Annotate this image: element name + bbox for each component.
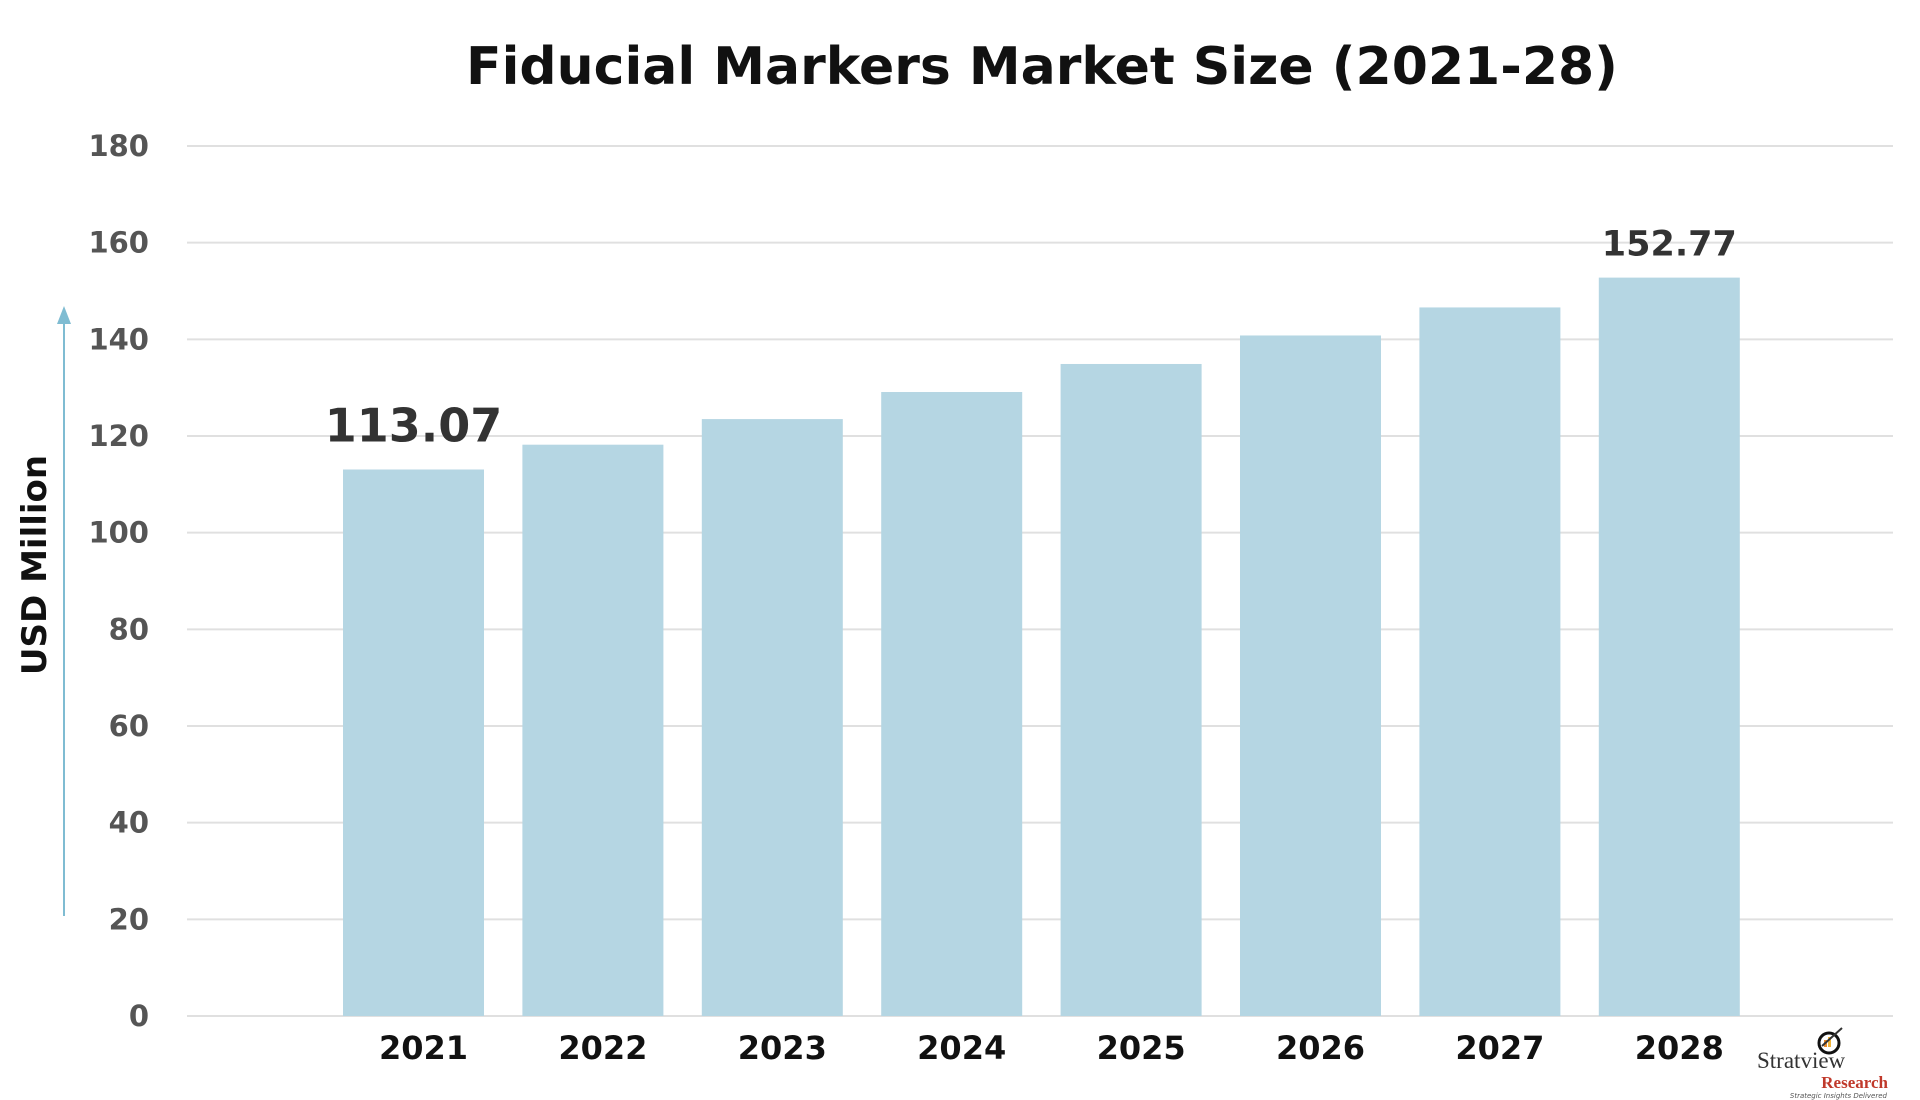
y-tick-label: 80 bbox=[109, 612, 149, 646]
x-tick-label: 2027 bbox=[1455, 1029, 1544, 1067]
bar-2022 bbox=[522, 444, 664, 1016]
data-label: 113.07 bbox=[325, 398, 503, 452]
stratview-logo: Stratview Research Strategic Insights De… bbox=[1757, 1027, 1889, 1100]
data-labels: 113.07 152.77 bbox=[325, 225, 1737, 453]
y-axis-arrow bbox=[57, 306, 71, 916]
y-axis-title: USD Million bbox=[15, 455, 55, 675]
bar-2026 bbox=[1240, 335, 1381, 1016]
x-tick-label: 2023 bbox=[738, 1029, 827, 1067]
y-tick-label: 160 bbox=[88, 226, 149, 260]
x-tick-label: 2028 bbox=[1635, 1029, 1724, 1067]
logo-name: Stratview bbox=[1757, 1048, 1846, 1073]
x-tick-label: 2021 bbox=[379, 1029, 468, 1067]
logo-tagline: Strategic Insights Delivered bbox=[1790, 1092, 1888, 1100]
x-tick-labels: 2021 2022 2023 2024 2025 2026 2027 2028 bbox=[379, 1029, 1724, 1067]
x-tick-label: 2022 bbox=[558, 1029, 647, 1067]
y-tick-label: 60 bbox=[109, 709, 149, 743]
x-tick-label: 2025 bbox=[1097, 1029, 1186, 1067]
y-tick-label: 40 bbox=[109, 806, 149, 840]
bar-2023 bbox=[701, 419, 843, 1016]
bar-2021 bbox=[343, 469, 484, 1016]
bar-2025 bbox=[1060, 363, 1202, 1016]
bar-2024 bbox=[881, 392, 1023, 1016]
logo-sub: Research bbox=[1821, 1073, 1888, 1092]
y-tick-label: 100 bbox=[88, 516, 149, 550]
y-tick-label: 180 bbox=[88, 129, 149, 163]
y-axis-arrow-head bbox=[57, 306, 71, 324]
x-tick-label: 2024 bbox=[917, 1029, 1006, 1067]
x-tick-label: 2026 bbox=[1276, 1029, 1365, 1067]
bar-2028 bbox=[1598, 277, 1740, 1016]
bar-2027 bbox=[1419, 307, 1561, 1016]
y-tick-label: 140 bbox=[88, 322, 149, 356]
y-tick-label: 20 bbox=[109, 902, 149, 936]
y-tick-label: 120 bbox=[88, 419, 149, 453]
data-label: 152.77 bbox=[1602, 225, 1737, 265]
y-tick-label: 0 bbox=[129, 999, 149, 1033]
logo-magnifier-icon bbox=[1817, 1031, 1841, 1055]
y-tick-labels: 0 20 40 60 80 100 120 140 160 180 bbox=[88, 129, 149, 1033]
chart-title: Fiducial Markers Market Size (2021-28) bbox=[466, 37, 1618, 97]
bars bbox=[343, 277, 1740, 1016]
